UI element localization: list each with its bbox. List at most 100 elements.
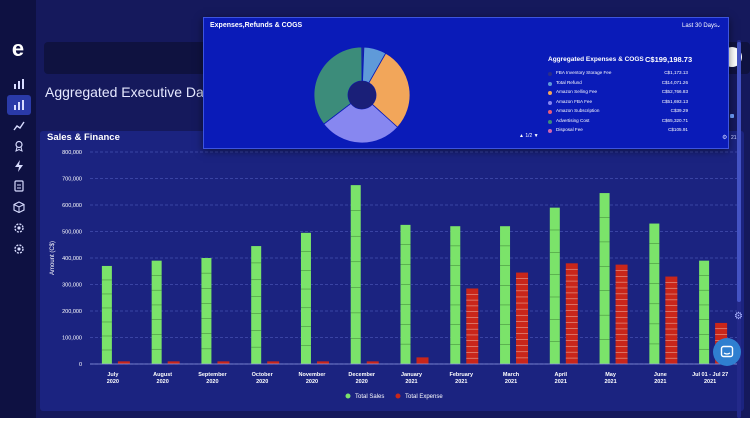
legend-color-dot [548, 110, 552, 114]
x-tick-year: 2020 [356, 379, 368, 385]
legend-item[interactable]: Disposal Fee C$105.91 [548, 127, 688, 136]
app-logo[interactable]: e [11, 36, 25, 61]
award-icon [15, 140, 23, 152]
x-tick-year: 2021 [555, 379, 567, 385]
expense-bar[interactable] [665, 276, 678, 364]
sales-bar[interactable] [599, 193, 610, 364]
legend-item-value: C$51,693.13 [661, 98, 688, 104]
expense-bar[interactable] [516, 272, 529, 364]
legend-dot-expense [395, 393, 401, 399]
sidebar-item-8[interactable] [7, 218, 31, 238]
sales-bar[interactable] [699, 260, 710, 364]
x-tick-year: 2020 [157, 379, 169, 385]
expense-bar[interactable] [366, 361, 379, 364]
y-tick-label: 100,000 [62, 336, 82, 342]
sales-bar[interactable] [500, 226, 511, 364]
sidebar-item-2[interactable] [7, 95, 31, 115]
sales-bar[interactable] [450, 226, 461, 364]
legend-label-sales[interactable]: Total Sales [355, 394, 384, 400]
legend-item[interactable]: Amazon Subscription C$39.29 [548, 108, 688, 117]
sales-bar[interactable] [549, 207, 560, 364]
sidebar-item-7[interactable] [7, 197, 31, 217]
popup-gear-number: 21 [731, 135, 737, 141]
x-tick-label: April [555, 372, 568, 378]
expenses-donut-chart [313, 46, 411, 144]
sidebar: e [0, 0, 36, 418]
sales-bar[interactable] [201, 258, 212, 364]
expense-bar[interactable] [416, 357, 429, 364]
scrollbar-thumb[interactable] [737, 42, 741, 302]
legend-color-dot [548, 81, 552, 86]
legend-item-value: C$39.29 [670, 108, 688, 113]
x-tick-label: July [107, 372, 119, 378]
expense-bar[interactable] [167, 361, 180, 364]
expense-bar[interactable] [316, 361, 329, 364]
x-tick-label: October [252, 372, 274, 378]
legend-item[interactable]: Advertising Cost C$65,320.71 [548, 118, 688, 127]
legend-pager[interactable]: ▲ 1/2 ▼ [519, 133, 539, 139]
y-tick-label: 300,000 [62, 283, 82, 289]
sidebar-item-6[interactable] [7, 176, 31, 196]
y-tick-label: 500,000 [62, 230, 82, 236]
settings-alt-icon [14, 244, 24, 254]
y-tick-label: 700,000 [62, 177, 82, 183]
x-tick-label: Jul 01 - Jul 27 [692, 372, 728, 378]
popup-title: Expenses,Refunds & COGS [210, 22, 303, 29]
legend-label-expense[interactable]: Total Expense [405, 394, 443, 400]
sidebar-item-9[interactable] [7, 239, 31, 259]
x-tick-label: January [401, 372, 423, 378]
chevron-down-icon[interactable]: ⌄ [716, 23, 722, 29]
legend-item[interactable]: FBA Inventory Storage Fee C$1,173.13 [548, 70, 688, 79]
legend-color-dot [548, 72, 552, 76]
x-tick-year: 2020 [206, 379, 218, 385]
sales-bar[interactable] [251, 246, 262, 364]
settings-gear-icon[interactable]: ⚙ [734, 311, 743, 322]
sidebar-item-3[interactable] [7, 116, 31, 136]
expense-bar[interactable] [267, 361, 280, 364]
sales-bar[interactable] [350, 185, 361, 364]
sidebar-item-5[interactable] [7, 156, 31, 176]
legend-color-dot [548, 100, 552, 105]
legend-item[interactable]: Amazon FBA Fee C$51,693.13 [548, 99, 688, 108]
x-tick-year: 2020 [107, 379, 119, 385]
sales-bar[interactable] [400, 224, 411, 364]
menu-dot-icon[interactable] [730, 114, 734, 118]
package-icon [13, 201, 25, 213]
legend-item[interactable]: Amazon Selling Fee C$52,766.83 [548, 89, 688, 98]
expenses-popup: Expenses,Refunds & COGS Last 30 Days ⌄ A… [203, 17, 737, 149]
x-tick-year: 2021 [405, 379, 417, 385]
sales-bar[interactable] [649, 223, 660, 364]
expense-bar[interactable] [217, 361, 230, 364]
y-axis-label: Amount (C$) [50, 241, 56, 275]
expense-bar[interactable] [466, 288, 479, 364]
x-tick-label: November [299, 372, 327, 378]
sidebar-item-4[interactable] [7, 136, 31, 156]
sales-bar[interactable] [300, 232, 311, 364]
x-tick-label: May [605, 372, 617, 378]
x-tick-label: August [153, 372, 172, 378]
document-icon [14, 180, 24, 192]
x-tick-year: 2021 [704, 379, 716, 385]
legend-item-name: FBA Inventory Storage Fee [556, 70, 612, 75]
expense-bar[interactable] [117, 361, 130, 364]
legend-item[interactable]: Total Refund C$14,071.26 [548, 80, 688, 89]
period-dropdown[interactable]: Last 30 Days [682, 23, 718, 29]
sales-bar[interactable] [151, 260, 162, 364]
card-title: Sales & Finance [47, 132, 120, 143]
legend-item-value: C$52,766.83 [661, 89, 688, 94]
expense-bar[interactable] [615, 264, 628, 364]
legend-total-value: C$199,198.73 [645, 55, 693, 64]
y-tick-label: 800,000 [62, 150, 82, 156]
chat-icon [720, 345, 734, 358]
chat-button[interactable] [713, 338, 741, 366]
sidebar-item-1[interactable] [7, 74, 31, 94]
expense-bar[interactable] [565, 263, 578, 364]
x-tick-year: 2020 [306, 379, 318, 385]
x-tick-year: 2021 [505, 379, 517, 385]
popup-gear-icon[interactable]: ⚙ [722, 135, 728, 141]
sales-bar[interactable] [101, 265, 112, 364]
legend-item-value: C$1,173.13 [664, 70, 688, 75]
x-tick-year: 2021 [604, 379, 616, 385]
x-tick-year: 2020 [256, 379, 268, 385]
